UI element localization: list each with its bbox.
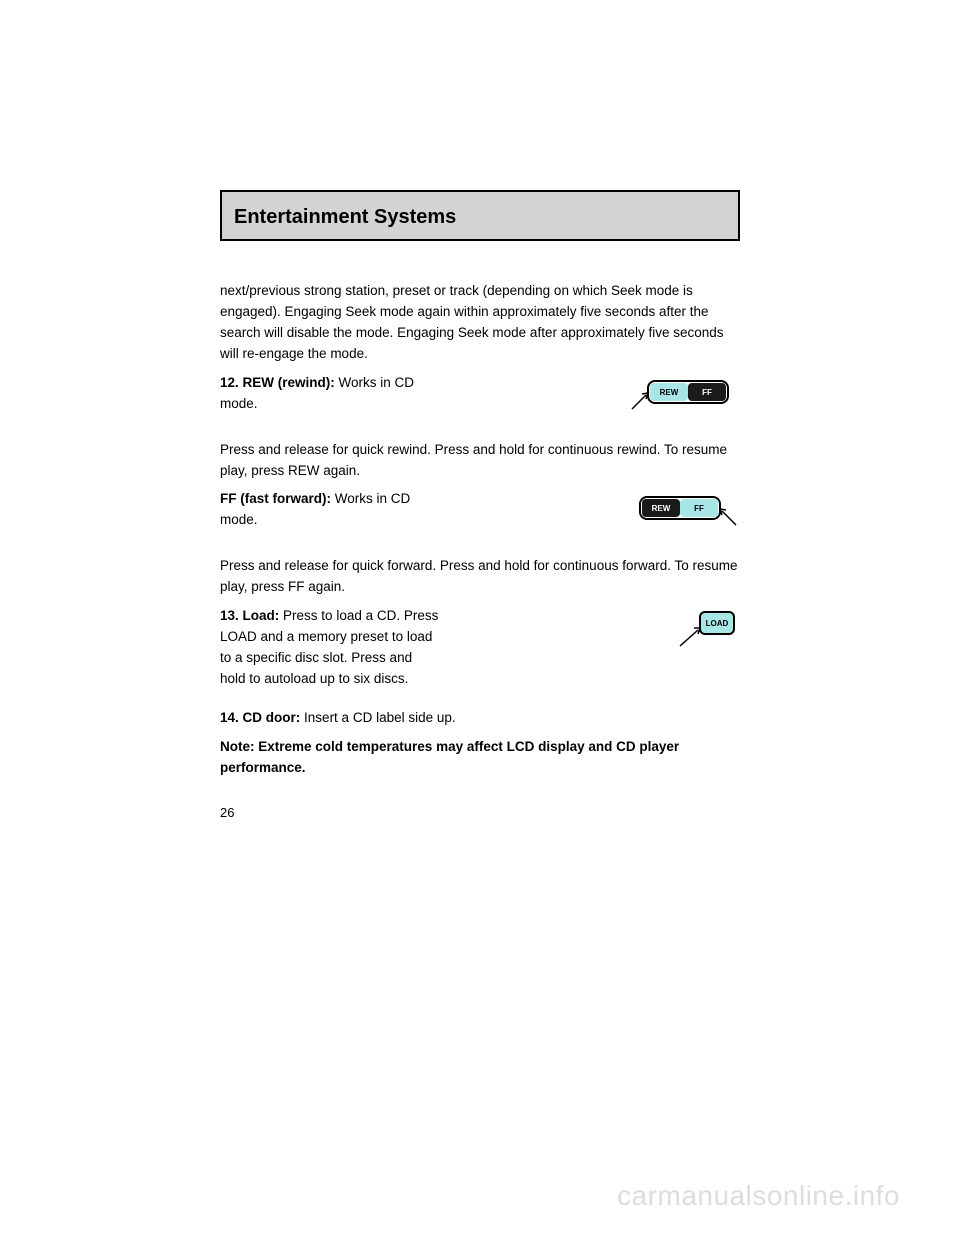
item-number-13: 13. bbox=[220, 608, 239, 623]
page-number: 26 bbox=[220, 803, 740, 823]
section-14: 14. CD door: Insert a CD label side up. bbox=[220, 708, 740, 729]
ff-line2: mode. bbox=[220, 510, 612, 531]
continuation-paragraph: next/previous strong station, preset or … bbox=[220, 281, 740, 365]
section-12: 12. REW (rewind): Works in CD mode. REW … bbox=[220, 373, 740, 422]
manual-page: Entertainment Systems next/previous stro… bbox=[0, 0, 960, 823]
load-line3: to a specific disc slot. Press and bbox=[220, 648, 652, 669]
rew-line2: mode. bbox=[220, 394, 612, 415]
ff-paragraph: Press and release for quick forward. Pre… bbox=[220, 556, 740, 598]
section-12-text: 12. REW (rewind): Works in CD mode. bbox=[220, 373, 612, 415]
load-label-rest: Press to load a CD. Press bbox=[279, 608, 438, 623]
section-ff-text: FF (fast forward): Works in CD mode. bbox=[220, 489, 612, 531]
header-bar: Entertainment Systems bbox=[220, 190, 740, 241]
load-diagram: LOAD bbox=[670, 608, 740, 659]
ff-btn-text-2: FF bbox=[694, 504, 704, 513]
rew-btn-text: REW bbox=[660, 388, 679, 397]
section-13: 13. Load: Press to load a CD. Press LOAD… bbox=[220, 606, 740, 690]
cddoor-label: CD door: bbox=[243, 710, 301, 725]
load-btn-text: LOAD bbox=[706, 619, 729, 628]
ff-label-rest: Works in CD bbox=[331, 491, 410, 506]
load-line4: hold to autoload up to six discs. bbox=[220, 669, 652, 690]
rew-ff-diagram-1: REW FF bbox=[630, 375, 740, 422]
rew-ff-diagram-2: REW FF bbox=[630, 491, 740, 538]
body-content: next/previous strong station, preset or … bbox=[220, 281, 740, 823]
section-13-text: 13. Load: Press to load a CD. Press LOAD… bbox=[220, 606, 652, 690]
watermark: carmanualsonline.info bbox=[617, 1180, 900, 1212]
item-number-14: 14. bbox=[220, 710, 239, 725]
load-line2: LOAD and a memory preset to load bbox=[220, 627, 652, 648]
rew-btn-text-2: REW bbox=[652, 504, 671, 513]
item-number: 12. bbox=[220, 375, 239, 390]
load-label: Load: bbox=[243, 608, 280, 623]
section-ff: FF (fast forward): Works in CD mode. REW… bbox=[220, 489, 740, 538]
header-title: Entertainment Systems bbox=[234, 206, 726, 229]
rew-label: REW (rewind): bbox=[243, 375, 335, 390]
rew-label-rest: Works in CD bbox=[335, 375, 414, 390]
cddoor-rest: Insert a CD label side up. bbox=[300, 710, 455, 725]
rew-paragraph: Press and release for quick rewind. Pres… bbox=[220, 440, 740, 482]
ff-btn-text: FF bbox=[702, 388, 712, 397]
ff-label: FF (fast forward): bbox=[220, 491, 331, 506]
temperature-note: Note: Extreme cold temperatures may affe… bbox=[220, 737, 740, 779]
